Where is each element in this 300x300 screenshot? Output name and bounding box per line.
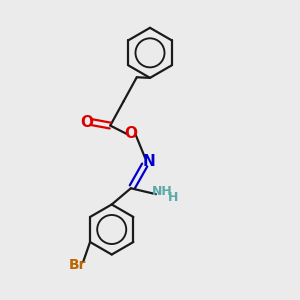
Text: H: H: [167, 191, 178, 204]
Text: NH: NH: [152, 185, 172, 198]
Text: O: O: [124, 126, 137, 141]
Text: N: N: [142, 154, 155, 169]
Text: Br: Br: [69, 258, 87, 272]
Text: O: O: [80, 115, 93, 130]
